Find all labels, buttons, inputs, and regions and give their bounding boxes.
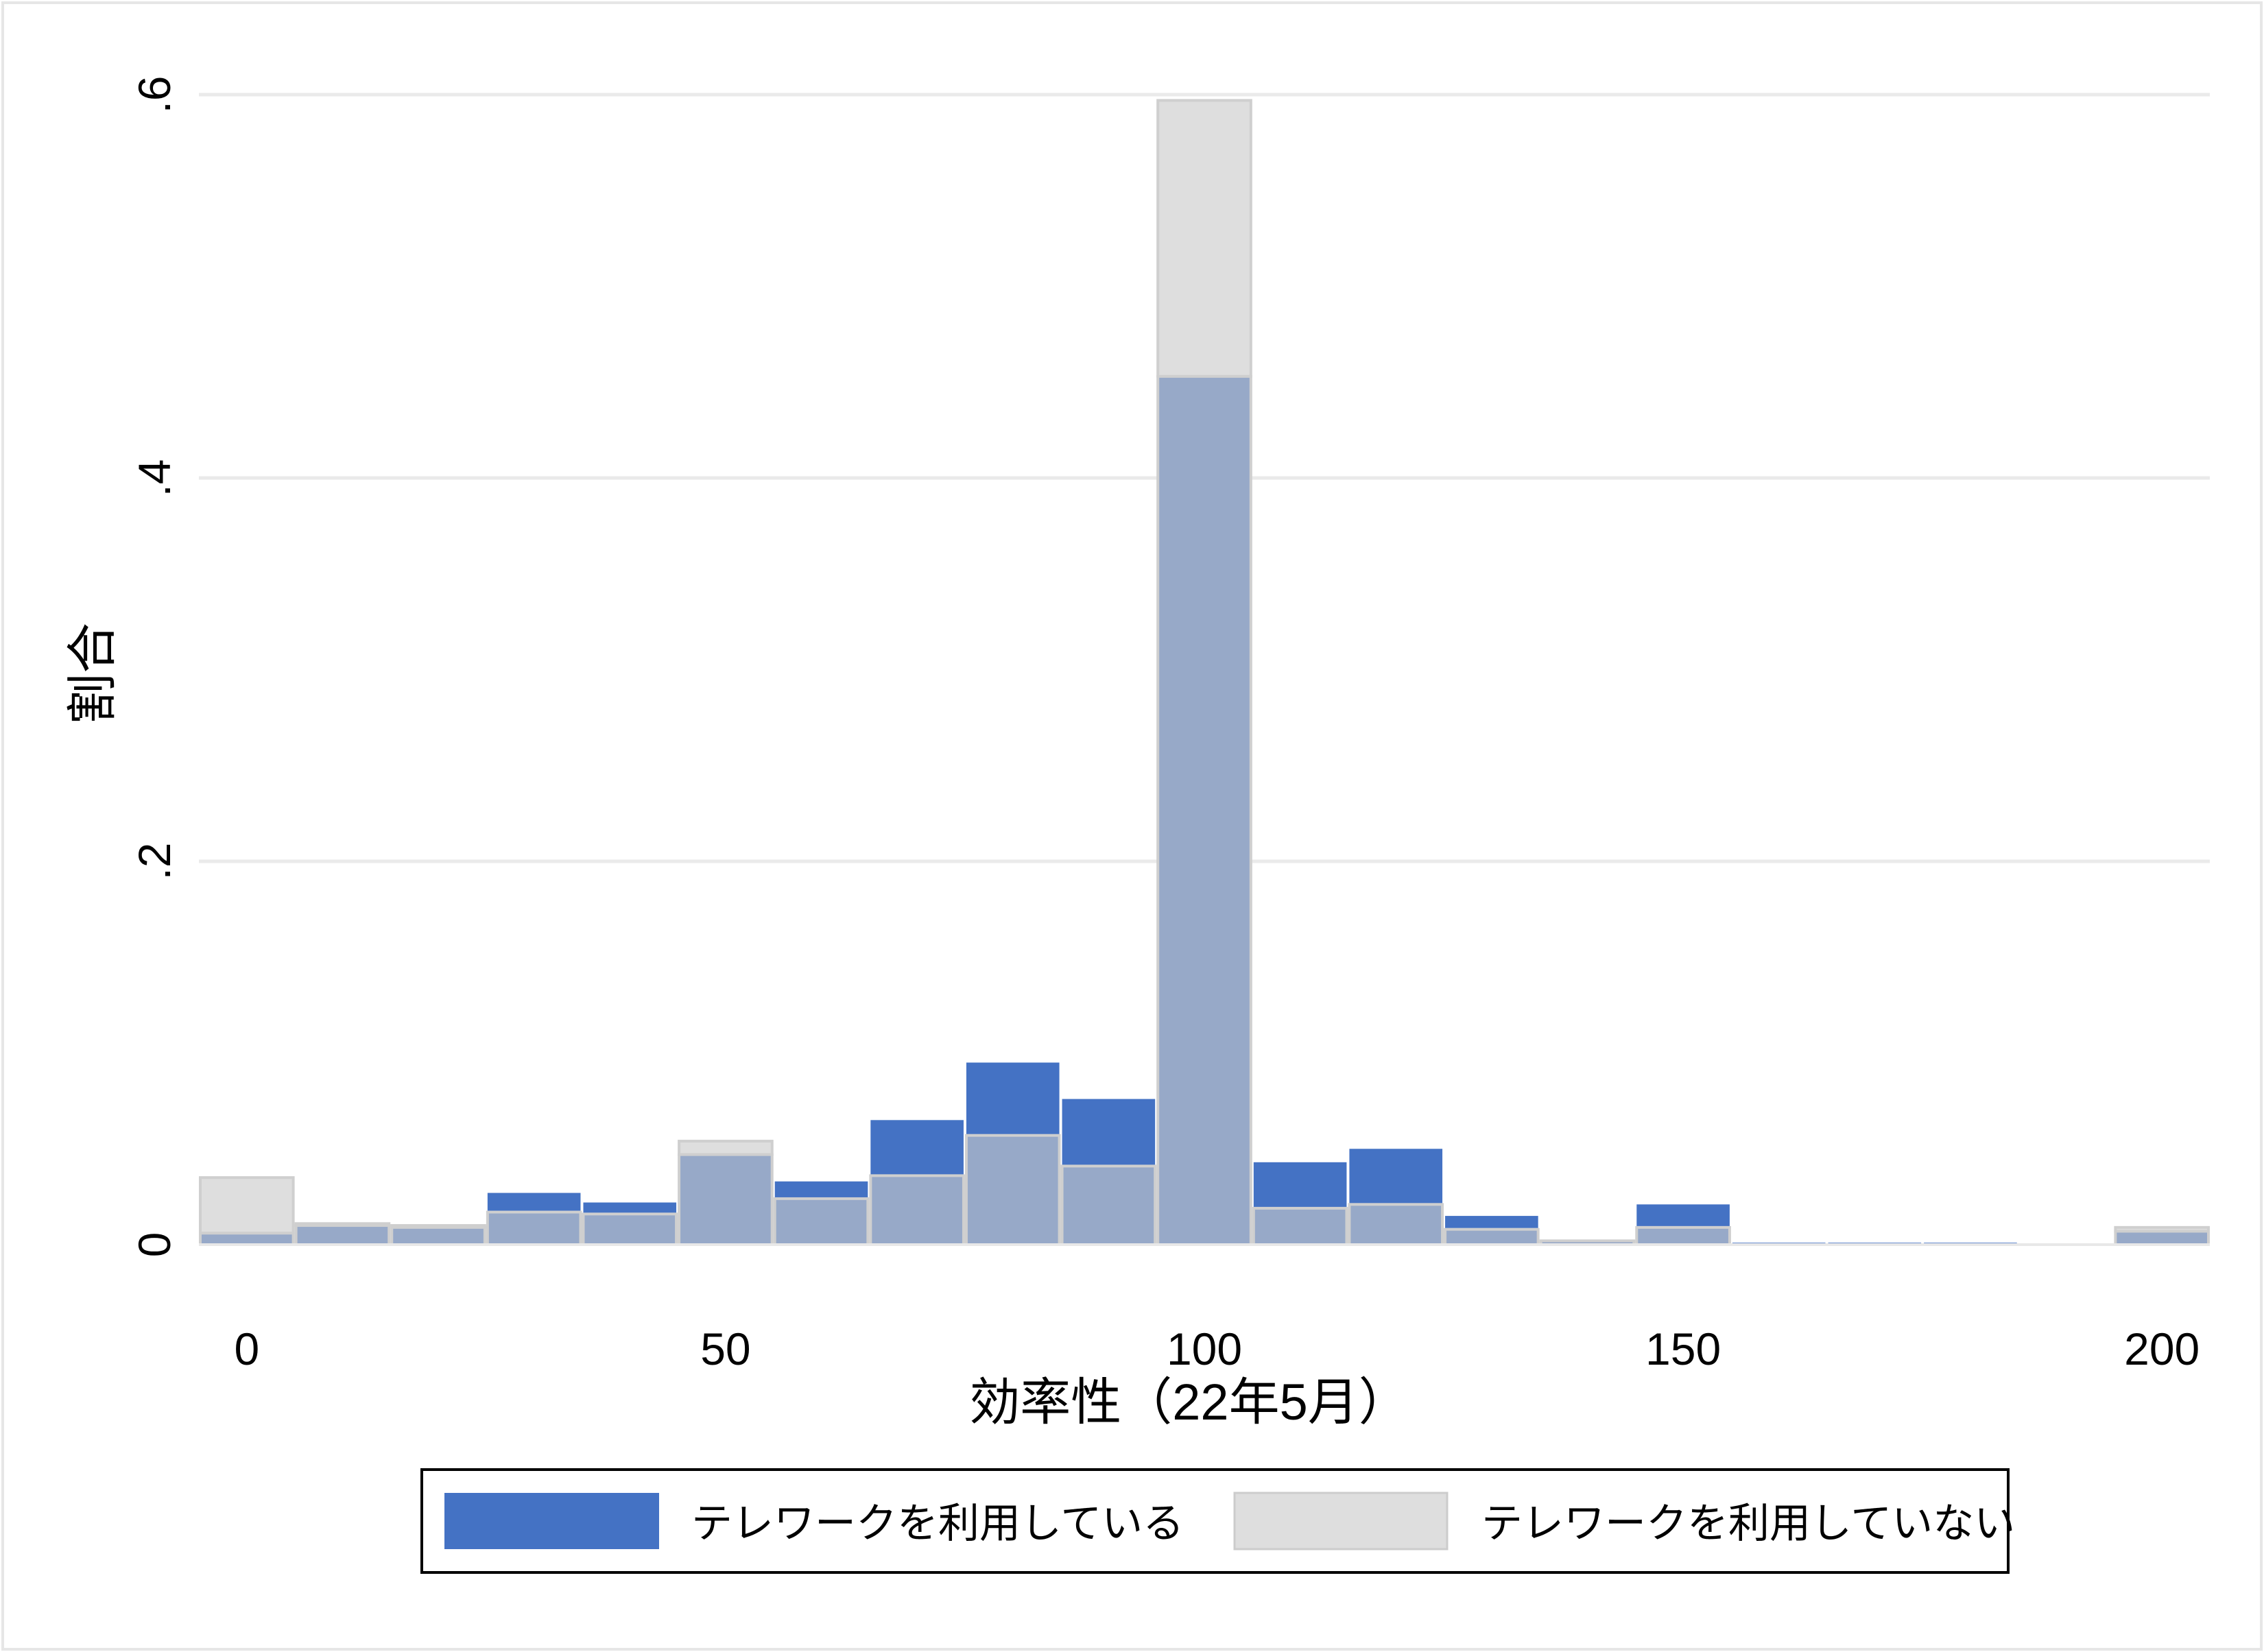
bar-teleworking-6 [774,1181,868,1199]
legend-label-not-teleworking: テレワークを利用していない [1481,1500,2015,1546]
legend-box [420,1468,2010,1574]
legend-swatch-teleworking [444,1493,659,1549]
bar-overlap-10 [1156,374,1252,1246]
y-tick-label-2: .4 [129,459,180,496]
legend: テレワークを利用している テレワークを利用していない [420,1468,2015,1574]
bar-overlap-20 [2114,1230,2210,1247]
y-tick-label-3: .6 [129,75,180,113]
bar-overlap-0 [199,1232,295,1246]
y-tick-labels: 0 .2 .4 .6 [129,75,180,1257]
bar-overlap-11 [1252,1206,1348,1247]
bar-teleworking-15 [1636,1204,1730,1228]
bar-overlap-6 [773,1197,870,1247]
bar-teleworking-9 [1062,1099,1156,1166]
bar-teleworking-4 [583,1202,677,1214]
x-tick-labels: 0 50 100 150 200 [234,1324,2200,1374]
bar-not-teleworking-0 [199,1176,295,1235]
legend-swatch-not-teleworking [1233,1492,1449,1551]
x-tick-label-0: 0 [234,1324,259,1374]
bar-teleworking-11 [1253,1162,1347,1208]
x-tick-label-4: 200 [2124,1324,2200,1374]
bar-teleworking-3 [487,1193,581,1212]
y-tick-label-1: .2 [129,842,180,880]
bar-teleworking-12 [1349,1149,1443,1205]
x-tick-label-3: 150 [1645,1324,1721,1374]
bar-overlap-1 [294,1224,391,1247]
bar-overlap-15 [1635,1225,1731,1246]
bars [199,99,2210,1247]
x-axis-title: 効率性（22年5月） [969,1374,1409,1430]
bar-overlap-8 [964,1134,1061,1247]
bar-teleworking-7 [870,1120,964,1176]
bar-overlap-9 [1060,1164,1157,1247]
bar-teleworking-8 [966,1062,1060,1136]
x-tick-label-1: 50 [700,1324,750,1374]
bar-overlap-7 [869,1174,965,1247]
bar-overlap-2 [390,1225,486,1246]
bar-overlap-13 [1444,1228,1540,1247]
bar-not-teleworking-5 [678,1140,774,1156]
legend-label-teleworking: テレワークを利用している [691,1500,1184,1546]
bar-overlap-5 [678,1153,774,1247]
y-axis-title: 割合 [64,623,121,724]
y-tick-label-0: 0 [129,1232,180,1258]
bar-not-teleworking-10 [1156,99,1252,378]
bar-overlap-12 [1348,1203,1444,1247]
bar-overlap-3 [486,1210,582,1246]
bar-overlap-4 [582,1212,678,1247]
bar-teleworking-13 [1445,1216,1538,1230]
x-tick-label-2: 100 [1167,1324,1242,1374]
